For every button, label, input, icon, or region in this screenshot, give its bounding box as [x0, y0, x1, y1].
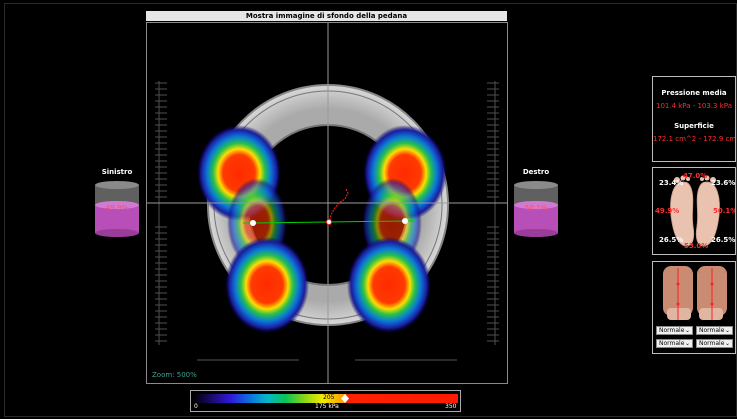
left-load-value: 49.9% — [105, 204, 129, 212]
chevron-down-icon: ⌄ — [724, 340, 730, 347]
right-total-pct: 50.1% — [713, 207, 736, 215]
scale-mid: 175 kPa — [315, 403, 339, 410]
chevron-down-icon: ⌄ — [684, 340, 690, 347]
posture-select-4-value: Normale — [699, 340, 725, 347]
legs-image — [663, 266, 727, 320]
pressure-title: Pressione media — [661, 89, 727, 97]
rear-total-pct: 53.0% — [684, 242, 709, 250]
posture-select-1-value: Normale — [659, 327, 685, 334]
left-load-cylinder — [95, 180, 139, 237]
zoom-label: Zoom: 500% — [152, 371, 197, 379]
left-front-pct: 23.4% — [659, 179, 684, 187]
left-ruler — [155, 81, 167, 345]
right-ruler — [487, 81, 499, 345]
pressure-color-scale[interactable]: 0 175 kPa 350 205 — [190, 390, 461, 412]
color-scale-bar — [193, 394, 458, 403]
front-total-pct: 47.0% — [683, 172, 708, 180]
background-image-toggle[interactable]: Mostra immagine di sfondo della pedana — [146, 11, 507, 21]
pressure-plate — [146, 22, 508, 384]
scale-marker[interactable] — [341, 394, 349, 403]
left-total-pct: 49.9% — [655, 207, 680, 215]
posture-select-1[interactable]: Normale ⌄ — [656, 326, 693, 335]
right-load-value: 50.1% — [524, 204, 548, 212]
feet-image — [670, 175, 720, 247]
left-label: Sinistro — [101, 168, 133, 176]
posture-select-2-value: Normale — [699, 327, 725, 334]
pressure-map — [147, 23, 507, 383]
posture-select-3-value: Normale — [659, 340, 685, 347]
foot-distribution-panel: 47.0% 23.4% 23.6% 49.9% 50.1% 26.5% 26.5… — [652, 167, 736, 255]
right-front-pct: 23.6% — [711, 179, 736, 187]
scale-min: 0 — [194, 403, 198, 410]
right-cop-point — [402, 218, 408, 224]
chevron-down-icon: ⌄ — [724, 327, 730, 334]
pressure-panel: Pressione media 101.4 kPa - 103.3 kPa Su… — [652, 76, 736, 162]
surface-values: 172.1 cm^2 - 172.9 cm — [653, 135, 735, 143]
pressure-values: 101.4 kPa - 103.3 kPa — [655, 102, 732, 110]
left-rear-pct: 26.5% — [659, 236, 684, 244]
left-foot-pressure — [197, 125, 309, 333]
posture-panel: Normale ⌄ Normale ⌄ Normale ⌄ Normale ⌄ — [652, 261, 736, 354]
posture-select-4[interactable]: Normale ⌄ — [696, 339, 733, 348]
posture-select-2[interactable]: Normale ⌄ — [696, 326, 733, 335]
right-rear-pct: 26.5% — [711, 236, 736, 244]
center-cop-point — [327, 220, 331, 224]
posture-select-3[interactable]: Normale ⌄ — [656, 339, 693, 348]
scale-marker-value: 205 — [323, 394, 335, 401]
right-load-cylinder — [514, 180, 558, 237]
right-label: Destro — [522, 168, 550, 176]
surface-title: Superficie — [674, 122, 714, 130]
left-cop-point — [250, 220, 256, 226]
right-foot-pressure — [347, 125, 447, 333]
cop-trace — [328, 188, 349, 224]
chevron-down-icon: ⌄ — [684, 327, 690, 334]
scale-max: 350 — [445, 403, 457, 410]
